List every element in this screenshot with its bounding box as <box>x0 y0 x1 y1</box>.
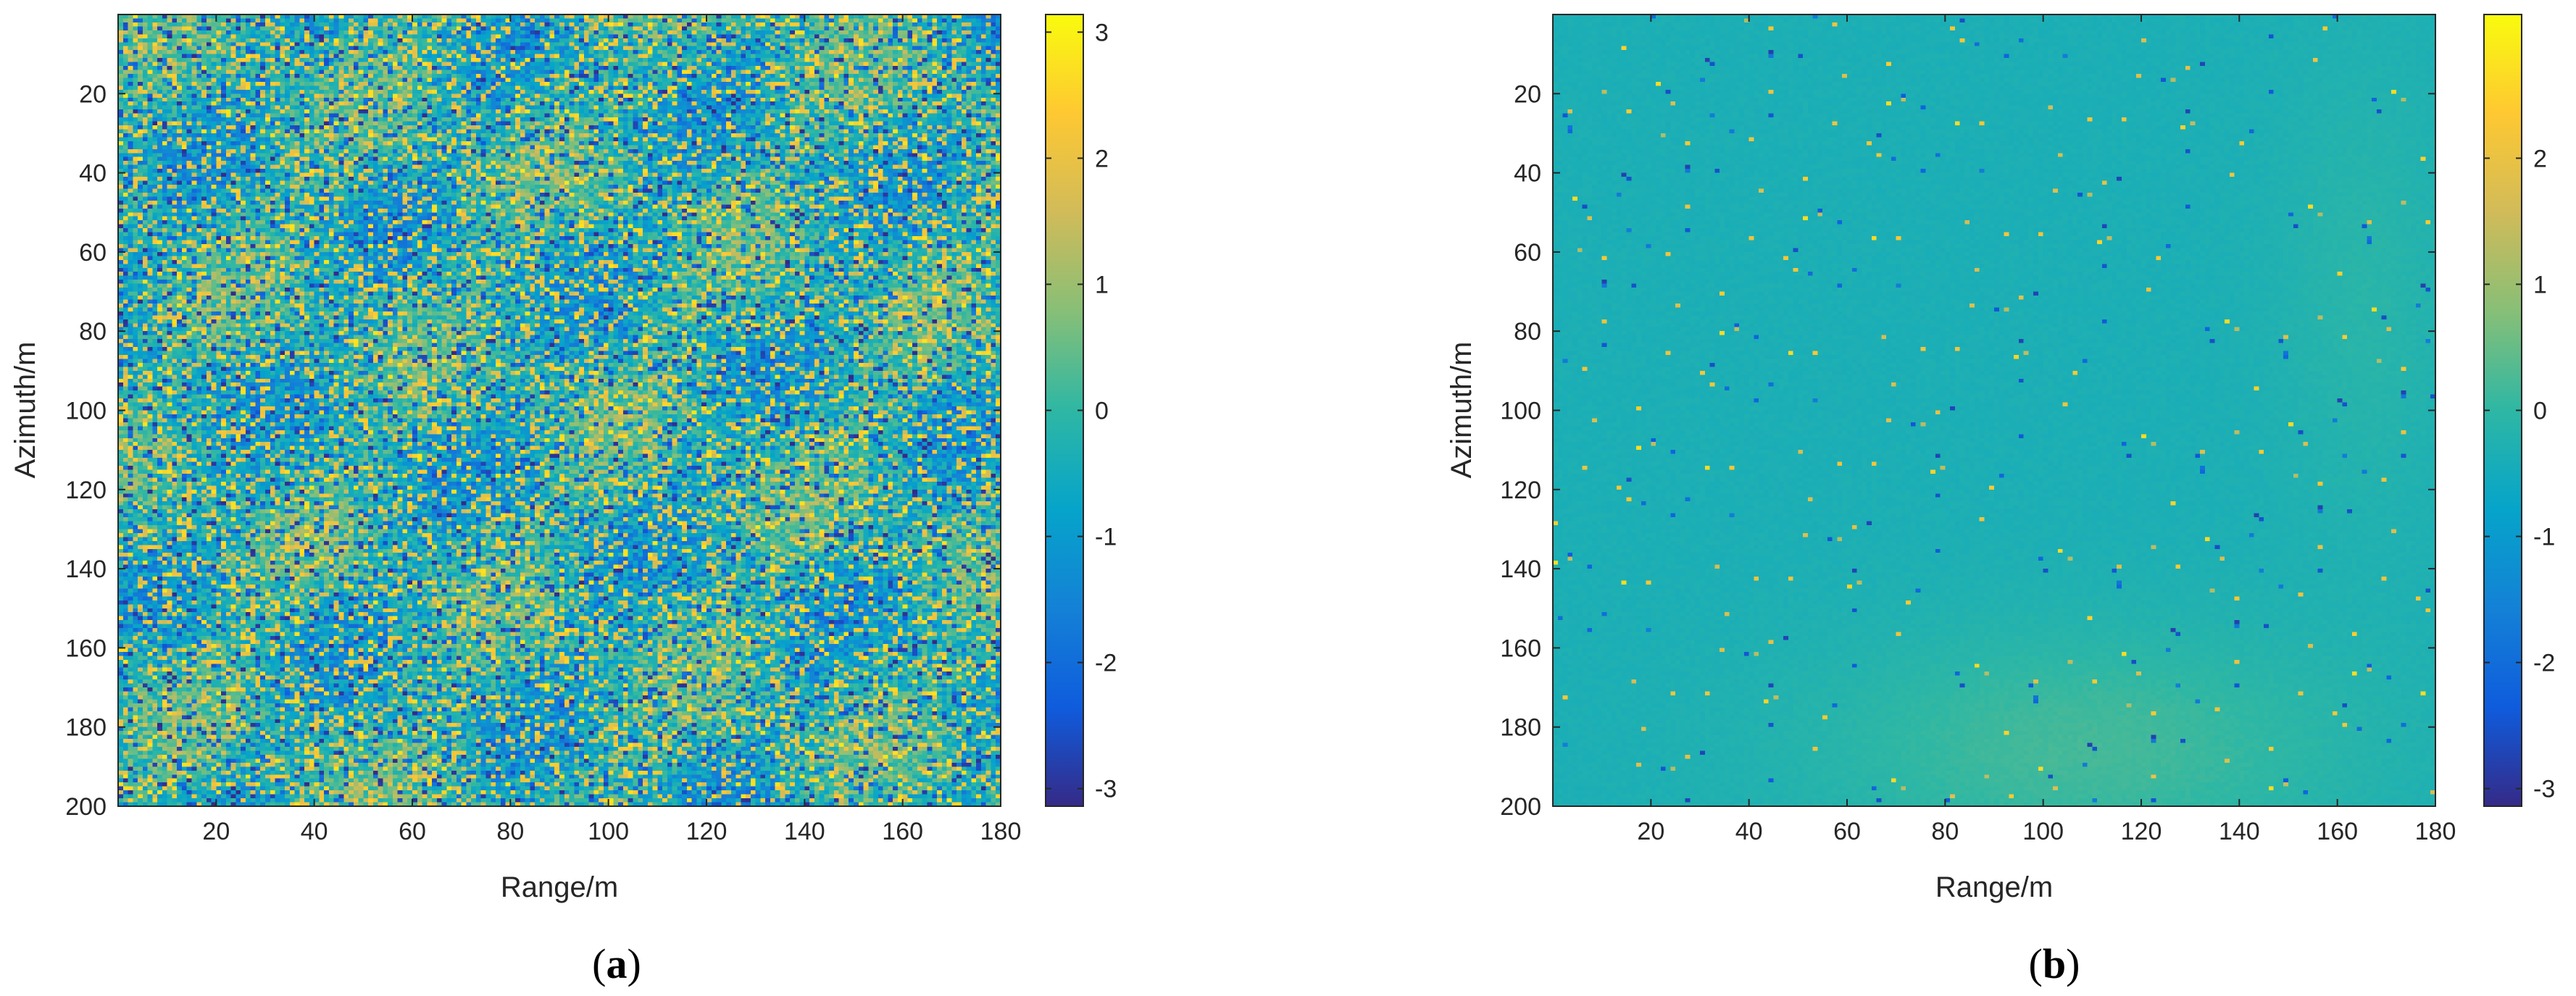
chart-panel-b: 20 40 60 80 100 120 140 160 180 2040608010012014… <box>1446 14 2555 987</box>
colorbar-tick-label: -1 <box>1095 524 1117 551</box>
colorbar-tick-label: 1 <box>2533 271 2547 298</box>
y-tick-label: 60 <box>79 239 107 267</box>
y-tick-label: 180 <box>65 714 107 742</box>
x-tick-label: 180 <box>2415 818 2456 845</box>
panel-letter-a: a <box>607 940 628 987</box>
x-tick-label: 20 <box>202 818 230 845</box>
y-tick-label: 60 <box>1514 239 1541 267</box>
colorbar-tick-label: -3 <box>1095 776 1117 803</box>
x-tick-label: 40 <box>301 818 328 845</box>
y-tick-labels-b: 20 40 60 80 100 120 140 160 180 200 <box>1500 80 2435 821</box>
x-tick-labels-a: 20 40 60 80 100 120 140 160 180 <box>202 14 1021 845</box>
x-tick-label: 80 <box>496 818 524 845</box>
colorbar-tick-labels-a: 3 2 1 0 -1 -2 -3 <box>1046 19 1117 803</box>
heatmap-image-b <box>1553 14 2435 806</box>
colorbar-a <box>1046 14 1083 806</box>
y-tick-label: 100 <box>1500 398 1541 425</box>
x-tick-label: 140 <box>784 818 825 845</box>
panel-caption-a: (a) <box>592 940 641 987</box>
x-tick-label: 100 <box>2022 818 2064 845</box>
chart-panel-a: 20 40 60 80 100 120 140 160 180 2040608010012014… <box>9 14 1117 987</box>
y-tick-label: 140 <box>1500 556 1541 583</box>
colorbar-tick-label: 2 <box>2533 145 2547 172</box>
y-tick-label: 120 <box>1500 477 1541 504</box>
y-tick-label: 100 <box>65 398 107 425</box>
y-tick-label: 20 <box>79 80 107 108</box>
x-tick-labels-b: 20 40 60 80 100 120 140 160 180 <box>1637 14 2456 845</box>
colorbar-tick-label: -1 <box>2533 524 2555 551</box>
y-tick-label: 80 <box>79 318 107 346</box>
colorbar-tick-label: -2 <box>1095 650 1117 677</box>
y-tick-label: 160 <box>65 635 107 662</box>
colorbar-tick-label: 1 <box>1095 271 1109 298</box>
y-axis-label-a: Azimuth/m <box>9 342 41 479</box>
x-tick-label: 80 <box>1931 818 1959 845</box>
x-tick-label: 60 <box>1833 818 1861 845</box>
x-tick-label: 160 <box>2317 818 2358 845</box>
y-tick-label: 120 <box>65 477 107 504</box>
y-tick-label: 200 <box>65 793 107 821</box>
y-tick-label: 40 <box>1514 160 1541 188</box>
y-tick-label: 140 <box>65 556 107 583</box>
y-tick-label: 160 <box>1500 635 1541 662</box>
panel-caption-b: (b) <box>2029 940 2080 987</box>
colorbar-tick-label: 2 <box>1095 145 1109 172</box>
x-tick-label: 140 <box>2219 818 2260 845</box>
x-tick-label: 120 <box>2121 818 2162 845</box>
colorbar-tick-label: -3 <box>2533 776 2555 803</box>
heatmap-image-a <box>118 14 1001 806</box>
y-tick-label: 80 <box>1514 318 1541 346</box>
y-tick-labels-a: 20 40 60 80 100 120 140 160 180 200 <box>65 80 1001 821</box>
y-tick-label: 200 <box>1500 793 1541 821</box>
x-tick-label: 100 <box>588 818 629 845</box>
colorbar-tick-label: 3 <box>1095 19 1109 46</box>
y-tick-label: 40 <box>79 160 107 188</box>
y-tick-label: 180 <box>1500 714 1541 742</box>
x-tick-label: 160 <box>882 818 923 845</box>
x-tick-label: 40 <box>1735 818 1763 845</box>
colorbar-b <box>2484 14 2522 806</box>
panel-letter-b: b <box>2043 940 2066 987</box>
x-tick-label: 20 <box>1637 818 1664 845</box>
colorbar-tick-label: 0 <box>1095 398 1109 425</box>
x-tick-label: 60 <box>399 818 426 845</box>
y-tick-label: 20 <box>1514 80 1541 108</box>
colorbar-tick-label: -2 <box>2533 650 2555 677</box>
colorbar-tick-label: 0 <box>2533 398 2547 425</box>
colorbar-tick-labels-b: 2 1 0 -1 -2 -3 <box>2484 145 2555 803</box>
x-tick-label: 120 <box>686 818 728 845</box>
x-tick-label: 180 <box>980 818 1022 845</box>
x-axis-label-a: Range/m <box>501 871 618 903</box>
y-axis-label-b: Azimuth/m <box>1446 342 1477 479</box>
x-axis-label-b: Range/m <box>1935 871 2053 903</box>
